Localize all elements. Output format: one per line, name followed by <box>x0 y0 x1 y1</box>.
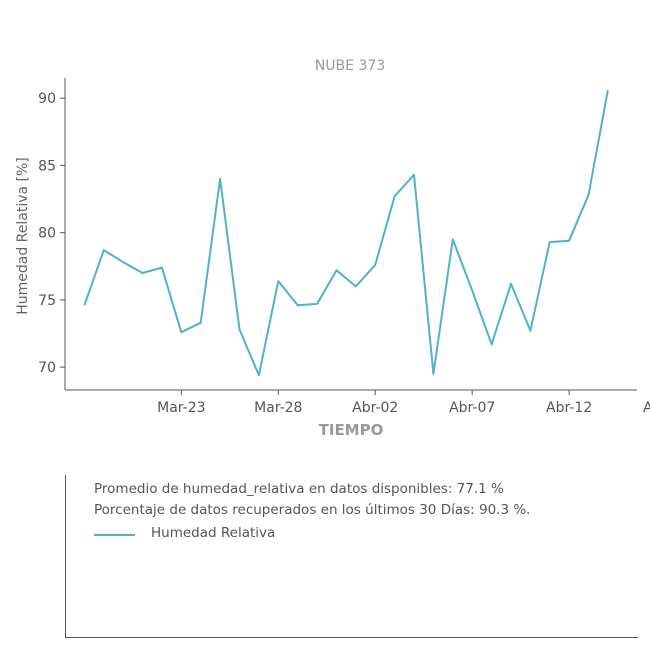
legend-line-swatch <box>94 534 135 536</box>
x-tick-label: Abr-17 <box>643 400 650 416</box>
y-axis-label: Humedad Relativa [%] <box>15 157 31 315</box>
legend-series-label: Humedad Relativa <box>151 525 276 541</box>
chart-title: NUBE 373 <box>315 58 385 74</box>
y-tick-label: 70 <box>38 360 56 376</box>
y-tick-label: 90 <box>38 91 56 107</box>
y-tick-label: 85 <box>38 158 56 174</box>
x-axis-label: TIEMPO <box>319 421 384 439</box>
series-line-humedad-relativa <box>83 89 609 377</box>
y-tick-label: 80 <box>38 226 56 242</box>
average-stat-text: Promedio de humedad_relativa en datos di… <box>94 481 504 497</box>
x-tick-label: Mar-28 <box>254 400 302 416</box>
legend-panel <box>65 475 638 638</box>
recovery-stat-text: Porcentaje de datos recuperados en los ú… <box>94 502 531 518</box>
x-tick-label: Mar-23 <box>157 400 205 416</box>
x-tick-label: Abr-07 <box>449 400 495 416</box>
x-axis-ticks: Mar-23 Mar-28 Abr-02 Abr-07 Abr-12 Abr-17 <box>157 390 650 416</box>
x-tick-label: Abr-12 <box>546 400 592 416</box>
humidity-line-chart: NUBE 373 Humedad Relativa [%] TIEMPO 707… <box>15 58 650 439</box>
y-axis-ticks: 70 75 80 85 90 <box>38 91 65 376</box>
y-tick-label: 75 <box>38 293 56 309</box>
x-tick-label: Abr-02 <box>352 400 398 416</box>
